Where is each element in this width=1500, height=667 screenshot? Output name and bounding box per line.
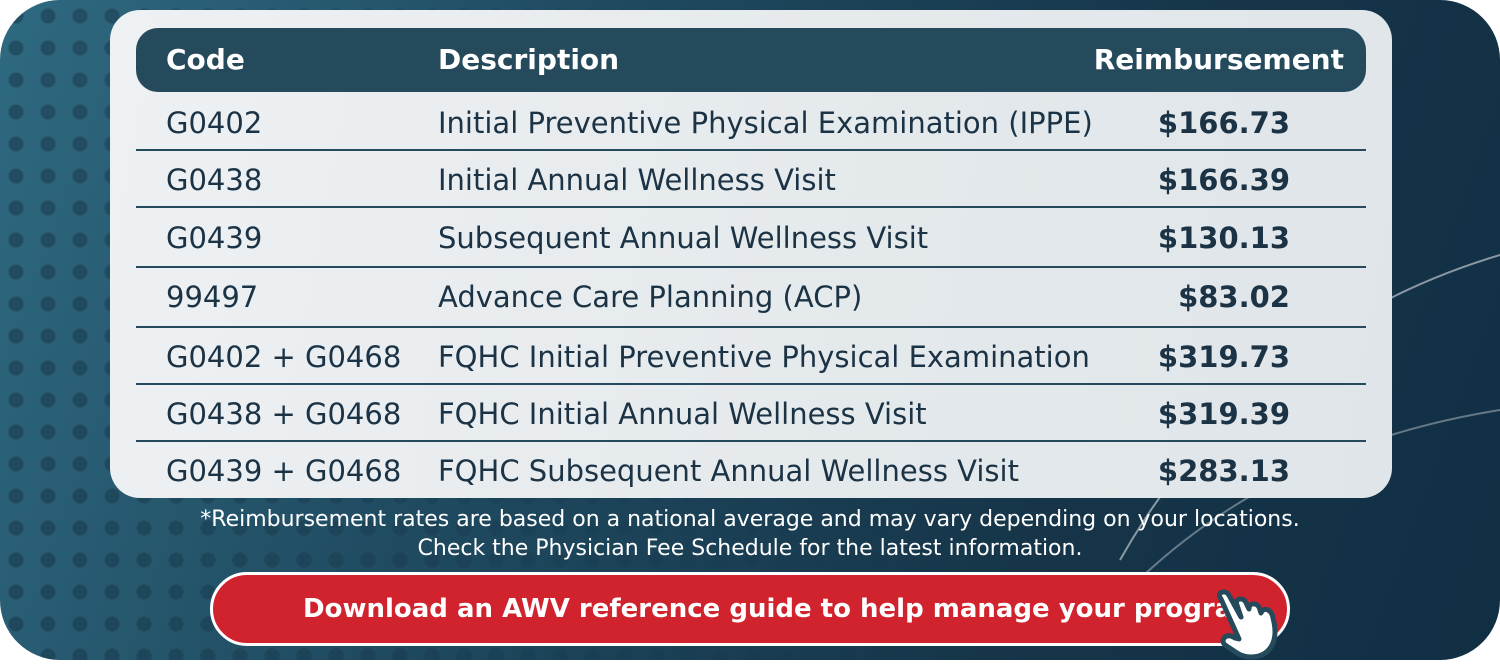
description-cell: Subsequent Annual Wellness Visit bbox=[438, 221, 929, 255]
table-row: G0438 Initial Annual Wellness Visit $166.3… bbox=[136, 151, 1366, 208]
description-cell: FQHC Subsequent Annual Wellness Visit bbox=[438, 454, 1019, 488]
pointing-hand-icon bbox=[1216, 589, 1278, 660]
row-divider bbox=[136, 326, 1366, 328]
code-cell: G0438 + G0468 bbox=[166, 397, 402, 431]
footnote-line-1: *Reimbursement rates are based on a nati… bbox=[200, 507, 1300, 532]
description-cell: Initial Annual Wellness Visit bbox=[438, 163, 836, 197]
download-guide-label: Download an AWV reference guide to help … bbox=[303, 594, 1260, 624]
table-row: G0402 Initial Preventive Physical Examina… bbox=[136, 94, 1366, 151]
reimbursement-cell: $130.13 bbox=[1157, 221, 1290, 255]
table-row: 99497 Advance Care Planning (ACP) $83.02 bbox=[136, 268, 1366, 328]
reimbursement-cell: $83.02 bbox=[1178, 280, 1290, 314]
code-cell: G0402 bbox=[166, 106, 263, 140]
reimbursement-table: Code Description Reimbursement G0402 Init… bbox=[110, 10, 1392, 498]
footnote-line-2: Check the Physician Fee Schedule for the… bbox=[417, 536, 1083, 561]
header-description: Description bbox=[438, 43, 620, 76]
code-cell: G0439 bbox=[166, 221, 263, 255]
reimbursement-cell: $166.73 bbox=[1157, 106, 1290, 140]
row-divider bbox=[136, 206, 1366, 208]
description-cell: FQHC Initial Annual Wellness Visit bbox=[438, 397, 927, 431]
table-row: G0439 + G0468 FQHC Subsequent Annual Well… bbox=[136, 442, 1366, 499]
code-cell: G0402 + G0468 bbox=[166, 340, 402, 374]
reimbursement-cell: $166.39 bbox=[1157, 163, 1290, 197]
table-row: G0438 + G0468 FQHC Initial Annual Wellnes… bbox=[136, 385, 1366, 442]
code-cell: G0439 + G0468 bbox=[166, 454, 402, 488]
code-cell: 99497 bbox=[166, 280, 259, 314]
description-cell: Advance Care Planning (ACP) bbox=[438, 280, 863, 314]
row-divider bbox=[136, 266, 1366, 268]
reimbursement-cell: $319.39 bbox=[1157, 397, 1290, 431]
header-code: Code bbox=[166, 43, 245, 76]
description-cell: FQHC Initial Preventive Physical Examina… bbox=[438, 340, 1090, 374]
row-divider bbox=[136, 440, 1366, 442]
table-row: G0402 + G0468 FQHC Initial Preventive Phy… bbox=[136, 328, 1366, 385]
row-divider bbox=[136, 149, 1366, 151]
download-guide-button[interactable]: Download an AWV reference guide to help … bbox=[210, 572, 1290, 660]
header-reimbursement: Reimbursement bbox=[1093, 43, 1344, 76]
table-header: Code Description Reimbursement bbox=[136, 28, 1366, 92]
reimbursement-cell: $319.73 bbox=[1157, 340, 1290, 374]
description-cell: Initial Preventive Physical Examination … bbox=[438, 106, 1093, 140]
reimbursement-cell: $283.13 bbox=[1157, 454, 1290, 488]
row-divider bbox=[136, 383, 1366, 385]
table-row: G0439 Subsequent Annual Wellness Visit $13… bbox=[136, 209, 1366, 268]
code-cell: G0438 bbox=[166, 163, 263, 197]
